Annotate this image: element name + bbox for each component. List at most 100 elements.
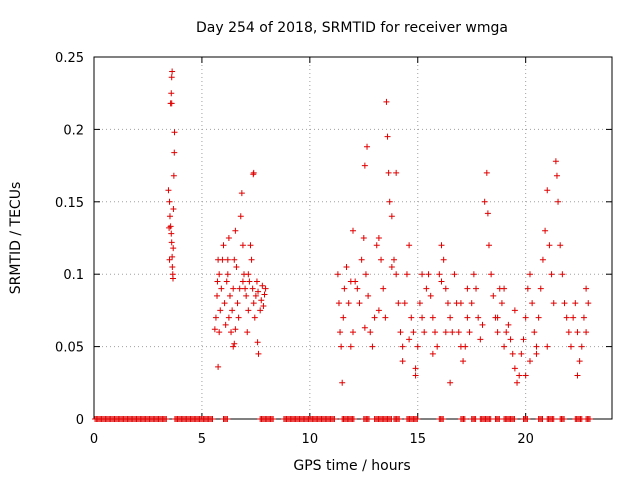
data-point [468,300,475,307]
data-point [373,242,380,249]
data-point [350,329,356,336]
data-point [165,187,172,194]
data-point [340,314,347,321]
data-point [261,291,268,298]
data-point [429,350,436,357]
data-point [378,256,385,263]
data-point [485,242,492,249]
zero-point [461,416,468,422]
data-point [170,245,177,252]
y-tick-label: 0.15 [55,196,84,211]
data-point [258,297,265,304]
data-point [360,235,367,241]
data-point [166,198,173,205]
data-point [406,336,413,343]
data-point [380,285,387,292]
data-point [228,329,235,336]
data-point [451,271,458,278]
data-point [501,343,508,350]
data-point [479,321,486,328]
data-point [477,336,484,343]
data-point [563,314,570,321]
data-point [442,285,449,292]
y-tick-label: 0 [76,413,84,428]
data-point [447,314,454,321]
data-point [250,169,257,176]
data-point [511,307,518,314]
data-point [397,329,404,336]
zero-point [270,416,277,422]
data-point [222,321,229,328]
data-point [255,288,262,295]
data-point [440,256,447,263]
data-point [168,239,175,246]
x-tick-label: 20 [517,432,534,447]
data-point [170,172,177,179]
data-point [217,307,224,314]
data-point [490,292,497,299]
data-point [245,307,252,314]
data-point [449,329,456,336]
data-point [434,343,441,350]
data-point [365,292,372,299]
data-point [583,329,590,336]
data-point [421,329,428,336]
data-point [503,329,510,336]
data-point [419,271,426,278]
data-point [225,314,232,321]
data-point [511,365,518,372]
data-point [170,206,177,213]
zero-point [561,416,568,422]
data-point [354,285,361,292]
zero-point [586,416,593,422]
data-point [166,224,173,231]
data-point [423,285,430,292]
data-point [522,372,529,379]
data-point [555,198,562,205]
data-point [216,271,223,278]
data-point [447,379,454,386]
data-point [580,314,587,321]
data-point [234,300,241,307]
data-point [425,271,432,278]
data-point [475,314,482,321]
data-point [438,242,445,249]
data-point [254,339,261,346]
data-point [224,271,231,278]
data-point [529,300,536,307]
data-points [92,68,593,422]
data-point [215,256,222,263]
data-point [233,263,240,270]
data-point [552,158,559,165]
data-point [462,343,469,350]
data-point [403,271,410,278]
data-point [168,100,175,107]
data-point [230,343,237,350]
data-point [245,271,252,278]
data-point [494,329,501,336]
data-point [526,358,533,365]
data-point [412,365,419,372]
data-point [215,363,222,370]
x-tick-label: 10 [302,432,319,447]
data-point [498,300,505,307]
data-point [226,292,233,299]
data-point [553,172,560,179]
data-point [341,285,348,292]
data-point [382,314,389,321]
data-point [473,285,480,292]
data-point [244,329,251,336]
data-point [212,314,219,321]
data-point [239,278,246,285]
data-point [255,350,262,357]
data-point [243,292,250,299]
data-point [391,256,398,263]
data-point [171,149,178,156]
data-point [339,379,346,386]
data-point [171,129,178,136]
data-point [414,343,421,350]
data-point [375,307,382,314]
data-point [544,187,551,194]
data-point [516,372,523,379]
